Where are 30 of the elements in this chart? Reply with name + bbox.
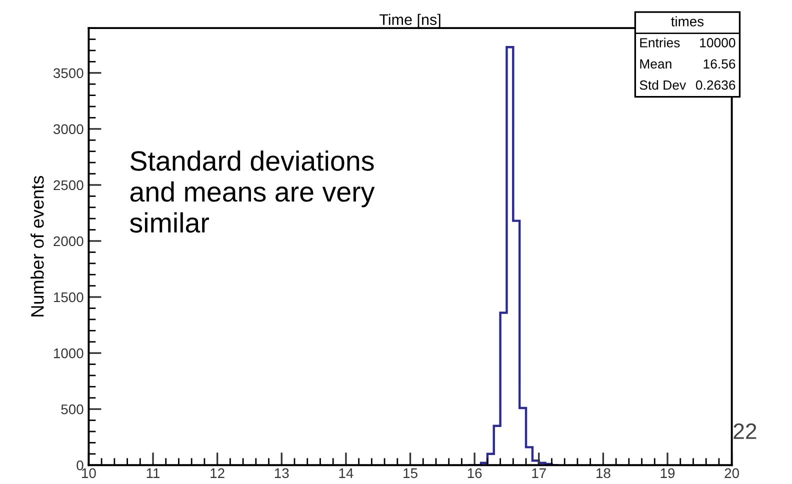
y-tick-label: 0 [76, 460, 84, 470]
text: times [671, 16, 704, 26]
x-tick-label: 16 [468, 468, 482, 478]
y-tick-label: 1000 [54, 348, 84, 358]
annotation: Entries [640, 38, 680, 48]
x-tick-label: 10 [82, 468, 96, 478]
x-tick-label: 18 [596, 468, 610, 478]
y-tick-label: 3000 [53, 124, 84, 134]
x-tick-label: 12 [210, 468, 224, 478]
y-tick-label: 500 [61, 404, 84, 414]
text: 22 [734, 423, 756, 439]
annotation: 16.56 [704, 59, 736, 69]
y-tick-label: 1500 [54, 292, 84, 302]
x-tick-label: 14 [339, 468, 354, 478]
x-tick-label: 11 [146, 468, 160, 478]
annotation: Std Dev [640, 80, 686, 90]
x-tick-label: 20 [724, 468, 739, 478]
y-axis-title: Number of events [30, 176, 44, 316]
y-tick-label: 3500 [53, 68, 84, 78]
chart-title: Time [ns] [379, 14, 440, 28]
annotation: 0.2636 [696, 80, 736, 90]
x-tick-label: 15 [404, 468, 418, 478]
x-tick-label: 13 [274, 468, 289, 478]
y-tick-label: 2000 [54, 236, 84, 246]
x-tick-label: 17 [532, 468, 546, 478]
annotation: 10000 [700, 38, 736, 48]
annotation: Standard deviations and means are very similar [130, 150, 375, 233]
y-tick-label: 2500 [54, 180, 84, 190]
annotation: Mean [640, 59, 672, 69]
x-tick-label: 19 [660, 468, 675, 478]
